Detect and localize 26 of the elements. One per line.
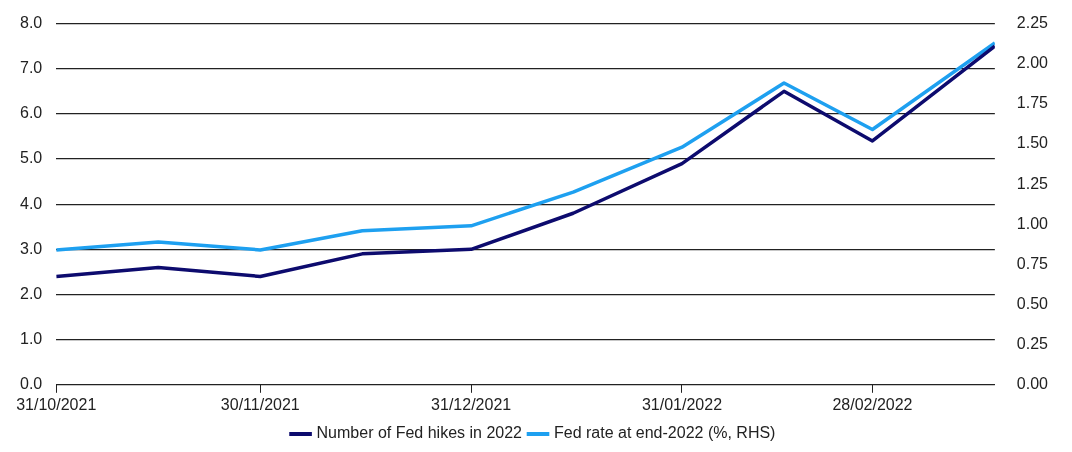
y-tick-label: 4.0 — [19, 194, 43, 212]
y-tick-label: 8.0 — [19, 14, 43, 32]
legend-label: Number of Fed hikes in 2022 — [316, 424, 523, 442]
y-tick-label: 2.0 — [19, 284, 43, 302]
x-tick-label: 31/01/2022 — [641, 395, 723, 413]
y2-tick-label: 1.75 — [1016, 94, 1049, 112]
y-tick-label: 3.0 — [19, 239, 43, 257]
y2-tick-label: 0.75 — [1016, 254, 1049, 272]
y2-tick-label: 0.00 — [1016, 375, 1049, 393]
x-tick-label: 31/12/2021 — [431, 395, 512, 413]
y2-tick-label: 2.25 — [1016, 14, 1049, 32]
y-tick-label: 1.0 — [19, 330, 43, 348]
y-tick-label: 5.0 — [19, 149, 43, 167]
y2-tick-label: 2.00 — [1016, 54, 1049, 72]
y2-tick-label: 0.50 — [1016, 294, 1049, 312]
y2-tick-label: 1.00 — [1016, 214, 1049, 232]
y-tick-label: 6.0 — [19, 104, 43, 122]
y-tick-label: 7.0 — [19, 59, 43, 77]
x-tick-label: 30/11/2021 — [220, 395, 300, 413]
x-tick-label: 31/10/2021 — [16, 395, 97, 413]
y2-tick-label: 1.50 — [1016, 134, 1049, 152]
legend-label: Fed rate at end-2022 (%, RHS) — [554, 424, 776, 442]
x-tick-label: 28/02/2022 — [832, 395, 913, 413]
y2-tick-label: 1.25 — [1016, 174, 1049, 192]
y2-tick-label: 0.25 — [1016, 335, 1049, 353]
y-tick-label: 0.0 — [19, 375, 43, 393]
